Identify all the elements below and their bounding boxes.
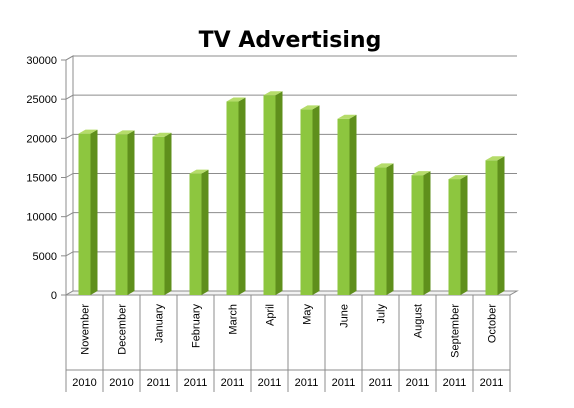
bar-top (411, 171, 431, 176)
bar-top (485, 156, 505, 161)
bar-side (164, 132, 172, 295)
bar-front (189, 173, 202, 295)
bar-side (127, 130, 135, 295)
y-tick-label: 30000 (26, 55, 57, 67)
gridline (65, 251, 517, 257)
bar-january (152, 132, 172, 295)
bar-side (460, 175, 468, 295)
bar-december (115, 130, 135, 295)
year-label: 2011 (147, 377, 171, 389)
category-label: February (191, 304, 203, 349)
bar-front (300, 109, 313, 295)
bar-side (423, 171, 431, 295)
bar-top (337, 114, 357, 119)
gridline (65, 133, 517, 139)
bar-top (300, 105, 320, 110)
bar-july (374, 163, 394, 295)
axes: 0 5000 10000 15000 20000 25000 30000 (26, 55, 67, 302)
bar-march (226, 97, 246, 296)
year-label: 2010 (109, 377, 133, 389)
category-label: June (339, 304, 351, 328)
category-label: December (117, 304, 129, 355)
bar-side (349, 114, 357, 295)
gridline (65, 94, 517, 100)
bar-front (374, 167, 387, 295)
category-label: November (80, 304, 92, 355)
year-label: 2011 (295, 377, 319, 389)
gridline (65, 212, 517, 218)
category-labels: November 2010 December 2010 January 2011 Febru… (65, 295, 511, 392)
category-label: March (228, 304, 240, 335)
bar-june (337, 114, 357, 295)
bar-side (386, 163, 394, 295)
chart-title: TV Advertising (199, 28, 382, 53)
year-label: 2011 (480, 377, 504, 389)
category-label: October (487, 304, 499, 343)
bar-top (374, 163, 394, 168)
bar-front (485, 160, 498, 295)
bar-front (226, 101, 239, 296)
bar-side (90, 129, 98, 295)
category-label: January (154, 304, 166, 344)
bar-top (78, 129, 98, 134)
y-tick-label: 20000 (26, 133, 57, 145)
bar-top (152, 132, 172, 137)
bar-february (189, 169, 209, 295)
category-label: September (450, 304, 462, 358)
category-label: May (302, 304, 314, 325)
bar-front (115, 134, 128, 295)
bar-front (411, 175, 424, 295)
bar-top (263, 91, 283, 96)
bar-front (337, 118, 350, 295)
y-tick-label: 25000 (26, 94, 57, 106)
y-tick-label: 10000 (26, 212, 57, 224)
bar-front (263, 95, 276, 295)
y-tick-label: 0 (51, 290, 57, 302)
bar-top (189, 169, 209, 174)
bar-side (497, 156, 505, 295)
bar-front (78, 133, 91, 295)
bar-front (448, 179, 461, 295)
year-label: 2010 (72, 377, 96, 389)
y-tick-label: 5000 (33, 251, 57, 263)
year-label: 2011 (369, 377, 393, 389)
year-label: 2011 (258, 377, 282, 389)
year-label: 2011 (221, 377, 245, 389)
bar-april (263, 91, 283, 295)
bar-october (485, 156, 505, 295)
bar-september (448, 175, 468, 295)
bar-side (238, 97, 246, 296)
year-label: 2011 (443, 377, 467, 389)
bar-may (300, 105, 320, 295)
bar-side (312, 105, 320, 295)
category-label: July (376, 304, 388, 324)
year-label: 2011 (406, 377, 430, 389)
year-label: 2011 (184, 377, 208, 389)
bars (78, 91, 505, 296)
bar-side (201, 169, 209, 295)
bar-november (78, 129, 98, 295)
category-label: April (265, 304, 277, 326)
gridline (65, 173, 517, 178)
bar-august (411, 171, 431, 295)
bar-top (226, 97, 246, 102)
bar-front (152, 136, 165, 295)
bar-top (448, 175, 468, 180)
category-label: August (413, 304, 425, 338)
gridline (65, 55, 517, 61)
year-label: 2011 (332, 377, 356, 389)
bar-top (115, 130, 135, 135)
y-tick-label: 15000 (26, 173, 57, 185)
bar-side (275, 91, 283, 295)
